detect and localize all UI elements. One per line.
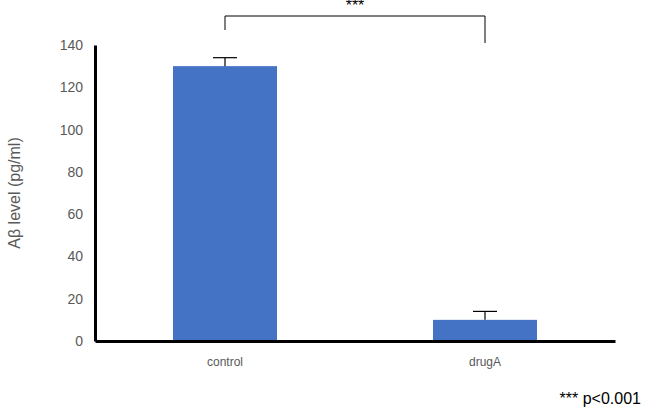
y-axis-title: Aβ level (pg/ml) [6, 137, 23, 248]
y-axis-line [94, 46, 97, 342]
y-tick-label: 100 [60, 122, 84, 138]
bar [173, 66, 277, 341]
footnote: *** p<0.001 [560, 390, 642, 407]
bars [173, 58, 537, 341]
y-tick: 140 [60, 37, 95, 53]
error-bar [473, 311, 497, 319]
error-bar [213, 58, 237, 66]
error-stem [484, 311, 485, 319]
error-cap [473, 311, 497, 312]
x-tick: control [207, 341, 243, 369]
x-axis-line [96, 340, 616, 343]
significance-bracket [225, 16, 485, 43]
y-axis: 0 20 40 60 80 100 120 140 [60, 37, 96, 349]
y-tick: 80 [67, 164, 95, 180]
y-tick-label: 40 [67, 248, 83, 264]
y-tick-label: 120 [60, 79, 84, 95]
y-tick: 120 [60, 79, 95, 95]
error-stem [224, 58, 225, 66]
bar [433, 320, 537, 341]
y-tick-label: 60 [67, 206, 83, 222]
y-tick: 100 [60, 122, 95, 138]
y-tick-label: 0 [75, 333, 83, 349]
error-cap [213, 57, 237, 58]
y-tick: 60 [67, 206, 95, 222]
y-tick-label: 140 [60, 37, 84, 53]
y-tick: 20 [67, 291, 95, 307]
y-tick-label: 20 [67, 291, 83, 307]
chart: 0 20 40 60 80 100 120 140 control drugA Aβ level (… [0, 0, 647, 411]
y-tick-label: 80 [67, 164, 83, 180]
x-tick-label: control [207, 355, 243, 369]
y-tick: 40 [67, 248, 95, 264]
y-tick: 0 [75, 333, 95, 349]
x-tick-label: drugA [469, 355, 501, 369]
significance-label: *** [346, 0, 365, 14]
x-axis: control drugA [96, 341, 616, 369]
x-tick: drugA [469, 341, 501, 369]
